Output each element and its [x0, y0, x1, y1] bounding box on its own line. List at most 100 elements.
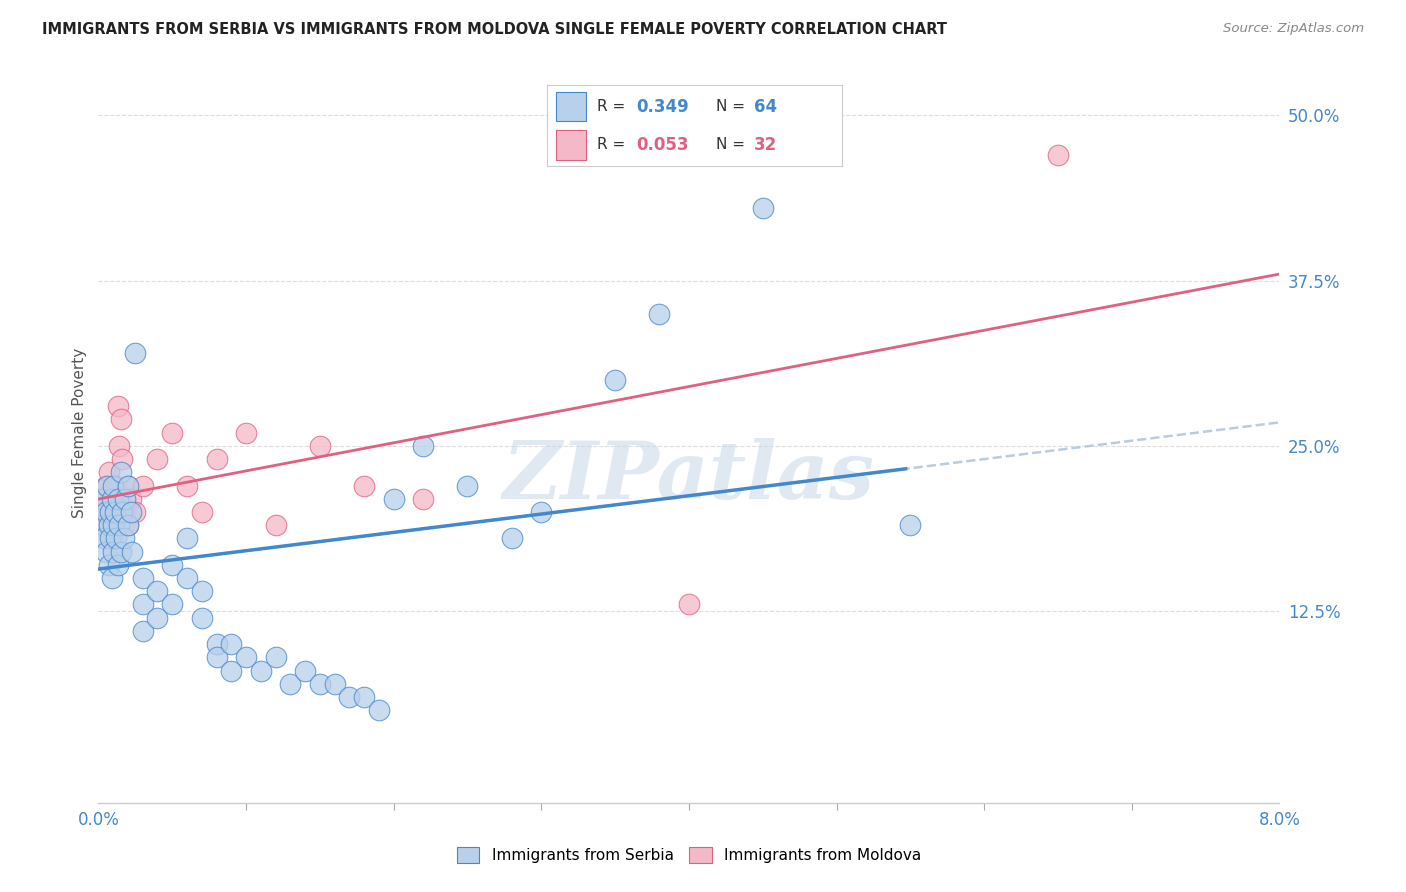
- Point: [205, 637, 228, 651]
- Point: [191, 505, 214, 519]
- Point: [108, 439, 131, 453]
- Point: [501, 532, 523, 546]
- Point: [103, 544, 125, 558]
- Point: [104, 505, 127, 519]
- Point: [120, 491, 142, 506]
- Point: [90, 491, 112, 506]
- Point: [382, 491, 405, 506]
- Point: [294, 664, 316, 678]
- Point: [103, 491, 125, 506]
- Legend: Immigrants from Serbia, Immigrants from Moldova: Immigrants from Serbia, Immigrants from …: [450, 841, 928, 869]
- Point: [323, 677, 346, 691]
- Point: [900, 518, 922, 533]
- Point: [108, 518, 131, 533]
- Point: [107, 558, 129, 572]
- Text: Source: ZipAtlas.com: Source: ZipAtlas.com: [1223, 22, 1364, 36]
- Point: [117, 518, 139, 533]
- Point: [752, 201, 775, 215]
- Point: [368, 703, 391, 717]
- Point: [117, 518, 139, 533]
- Point: [176, 571, 198, 585]
- Point: [191, 611, 214, 625]
- Point: [412, 439, 434, 453]
- Point: [100, 491, 122, 506]
- Point: [117, 478, 139, 492]
- Point: [110, 544, 132, 558]
- Point: [132, 624, 155, 638]
- Point: [146, 584, 169, 599]
- Point: [162, 598, 183, 612]
- Point: [91, 491, 114, 506]
- Point: [97, 465, 120, 479]
- Point: [309, 677, 332, 691]
- Point: [91, 518, 114, 533]
- Text: ZIPatlas: ZIPatlas: [503, 438, 875, 516]
- Point: [353, 690, 375, 704]
- Text: IMMIGRANTS FROM SERBIA VS IMMIGRANTS FROM MOLDOVA SINGLE FEMALE POVERTY CORRELAT: IMMIGRANTS FROM SERBIA VS IMMIGRANTS FRO…: [42, 22, 948, 37]
- Point: [412, 491, 434, 506]
- Point: [97, 558, 120, 572]
- Point: [107, 399, 129, 413]
- Point: [93, 505, 115, 519]
- Point: [132, 598, 155, 612]
- Point: [94, 505, 117, 519]
- Point: [96, 518, 118, 533]
- Point: [162, 558, 183, 572]
- Point: [100, 532, 122, 546]
- Point: [146, 452, 169, 467]
- Point: [264, 650, 287, 665]
- Point: [235, 650, 257, 665]
- Point: [112, 532, 135, 546]
- Point: [205, 452, 228, 467]
- Point: [678, 598, 700, 612]
- Point: [221, 664, 243, 678]
- Point: [110, 412, 132, 426]
- Point: [124, 346, 146, 360]
- Point: [96, 478, 118, 492]
- Point: [176, 478, 198, 492]
- Point: [235, 425, 257, 440]
- Point: [264, 518, 287, 533]
- Point: [124, 505, 146, 519]
- Point: [114, 505, 136, 519]
- Point: [280, 677, 302, 691]
- Point: [114, 491, 136, 506]
- Point: [98, 505, 121, 519]
- Point: [191, 584, 214, 599]
- Point: [103, 478, 125, 492]
- Point: [648, 307, 671, 321]
- Point: [98, 505, 121, 519]
- Point: [132, 571, 155, 585]
- Point: [111, 452, 134, 467]
- Point: [105, 532, 128, 546]
- Point: [176, 532, 198, 546]
- Point: [250, 664, 273, 678]
- Point: [97, 518, 120, 533]
- Point: [94, 478, 117, 492]
- Point: [132, 478, 155, 492]
- Point: [530, 505, 553, 519]
- Point: [93, 532, 115, 546]
- Point: [110, 465, 132, 479]
- Point: [146, 611, 169, 625]
- Point: [1046, 148, 1070, 162]
- Point: [221, 637, 243, 651]
- Point: [457, 478, 479, 492]
- Point: [103, 518, 125, 533]
- Point: [353, 478, 375, 492]
- Point: [121, 544, 143, 558]
- Point: [605, 373, 627, 387]
- Point: [205, 650, 228, 665]
- Point: [309, 439, 332, 453]
- Point: [107, 491, 129, 506]
- Point: [100, 571, 122, 585]
- Point: [105, 478, 128, 492]
- Point: [103, 518, 125, 533]
- Point: [120, 505, 142, 519]
- Point: [162, 425, 183, 440]
- Y-axis label: Single Female Poverty: Single Female Poverty: [72, 348, 87, 517]
- Point: [94, 544, 117, 558]
- Point: [98, 532, 121, 546]
- Point: [117, 478, 139, 492]
- Point: [111, 505, 134, 519]
